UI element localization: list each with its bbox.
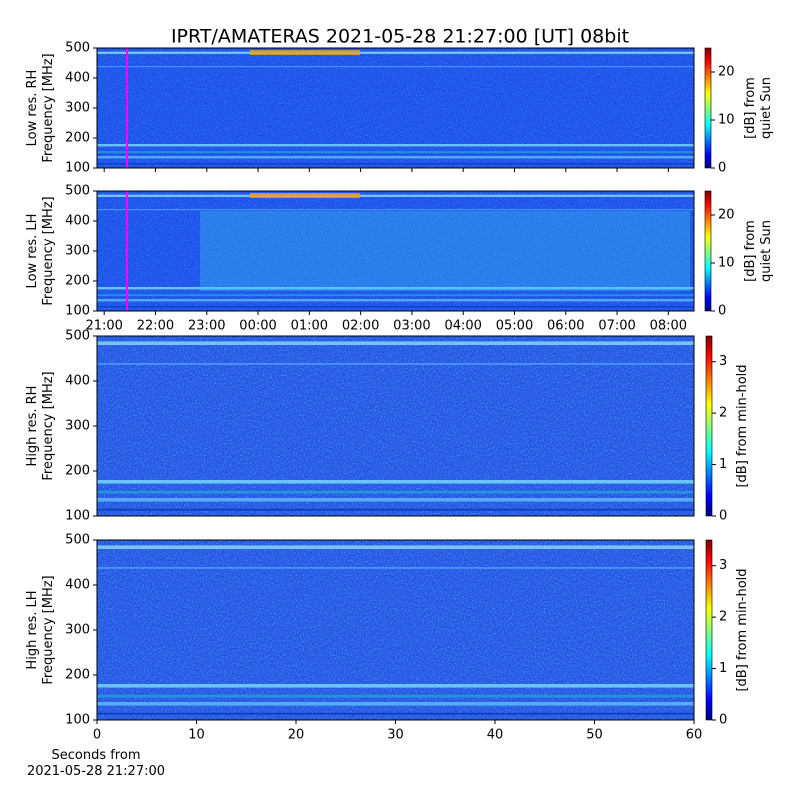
spectrogram-band — [97, 567, 694, 569]
burst — [250, 193, 360, 198]
spectrogram-band — [97, 156, 694, 159]
colorbar — [705, 335, 713, 517]
y-tick-label: 200 — [65, 464, 90, 479]
colorbar-tick-label: 1 — [719, 457, 727, 472]
spectrogram-band — [97, 209, 694, 211]
spectrogram-band — [97, 287, 694, 290]
spectrogram-noise — [97, 191, 694, 311]
x-tick-label: 20 — [288, 728, 305, 743]
burst-region — [200, 211, 690, 291]
x-tick-label: 10 — [188, 728, 205, 743]
colorbar-tick-label: 1 — [719, 661, 727, 676]
spectrogram-band — [97, 341, 694, 345]
burst — [250, 50, 360, 55]
x-tick-label: 50 — [586, 728, 603, 743]
colorbar-tick-label: 2 — [719, 406, 727, 421]
y-tick-label: 200 — [65, 668, 90, 683]
y-tick-label: 100 — [65, 304, 90, 319]
spectrogram-band — [97, 151, 694, 153]
spectrogram-band — [97, 163, 694, 165]
x-tick-label: 07:00 — [598, 319, 635, 334]
y-axis-label: High res. RHFrequency [MHz] — [25, 371, 56, 480]
x-tick-label: 40 — [487, 728, 504, 743]
spectrogram-band — [97, 306, 694, 308]
colorbar-tick-label: 20 — [718, 208, 735, 223]
y-axis-label: Low res. RHFrequency [MHz] — [25, 53, 56, 162]
colorbar-label: [dB] from min-hold — [735, 568, 750, 691]
chart-title: IPRT/AMATERAS 2021-05-28 21:27:00 [UT] 0… — [171, 26, 629, 48]
colorbar — [704, 47, 712, 169]
y-tick-label: 500 — [65, 533, 90, 548]
y-tick-label: 500 — [65, 184, 90, 199]
colorbar-label: [dB] fromquiet Sun — [743, 220, 774, 282]
x-tick-label: 0 — [93, 728, 101, 743]
y-tick-label: 400 — [65, 374, 90, 389]
spectrogram-band — [97, 299, 694, 302]
colorbar-label: [dB] from min-hold — [735, 364, 750, 487]
spectrogram-band — [97, 51, 694, 54]
x-tick-label: 00:00 — [239, 319, 276, 334]
y-tick-label: 400 — [65, 214, 90, 229]
x-tick-label: 04:00 — [444, 319, 481, 334]
colorbar-tick-label: 3 — [719, 558, 727, 573]
y-tick-label: 200 — [65, 274, 90, 289]
spectrogram-band — [97, 498, 694, 502]
x-tick-label: 23:00 — [188, 319, 225, 334]
y-tick-label: 300 — [65, 623, 90, 638]
spectrogram-band — [97, 480, 694, 484]
y-tick-label: 500 — [65, 41, 90, 56]
y-tick-label: 100 — [65, 161, 90, 176]
spectrogram-band — [97, 684, 694, 688]
colorbar-tick-label: 10 — [718, 256, 735, 271]
x-tick-label: 21:00 — [85, 319, 122, 334]
y-axis-label: High res. LHFrequency [MHz] — [25, 575, 56, 684]
y-tick-label: 500 — [65, 329, 90, 344]
y-tick-label: 400 — [65, 71, 90, 86]
x-tick-label: 06:00 — [547, 319, 584, 334]
colorbar-tick-label: 0 — [718, 161, 726, 176]
colorbar — [705, 539, 713, 721]
colorbar-tick-label: 10 — [718, 113, 735, 128]
spectrogram-band — [97, 712, 694, 715]
y-tick-label: 300 — [65, 419, 90, 434]
spectrogram-band — [97, 66, 694, 68]
spectrogram-band — [97, 702, 694, 706]
x-axis-label: Seconds from 2021-05-28 21:27:00 — [27, 748, 165, 779]
spectrogram-noise — [97, 48, 694, 168]
colorbar-tick-label: 2 — [719, 610, 727, 625]
spectrogram-band — [97, 545, 694, 549]
x-tick-label: 08:00 — [650, 319, 687, 334]
spectrogram-band — [97, 508, 694, 511]
y-tick-label: 100 — [65, 509, 90, 524]
colorbar-tick-label: 0 — [719, 713, 727, 728]
x-tick-label: 03:00 — [393, 319, 430, 334]
spectrogram-noise — [97, 336, 694, 516]
spectrogram-band — [97, 194, 694, 197]
colorbar-tick-label: 0 — [719, 509, 727, 524]
spectrogram-band — [97, 490, 694, 494]
y-tick-label: 300 — [65, 101, 90, 116]
x-tick-label: 30 — [387, 728, 404, 743]
y-tick-label: 400 — [65, 578, 90, 593]
spectrogram-band — [97, 294, 694, 296]
x-tick-label: 22:00 — [137, 319, 174, 334]
colorbar — [704, 190, 712, 312]
spectrogram-band — [97, 363, 694, 365]
x-tick-label: 02:00 — [342, 319, 379, 334]
y-tick-label: 300 — [65, 244, 90, 259]
x-tick-label: 01:00 — [291, 319, 328, 334]
colorbar-tick-label: 3 — [719, 354, 727, 369]
y-tick-label: 200 — [65, 131, 90, 146]
y-axis-label: Low res. LHFrequency [MHz] — [25, 196, 56, 305]
x-tick-label: 05:00 — [496, 319, 533, 334]
colorbar-tick-label: 20 — [718, 65, 735, 80]
y-tick-label: 100 — [65, 713, 90, 728]
x-tick-label: 60 — [686, 728, 703, 743]
colorbar-tick-label: 0 — [718, 304, 726, 319]
spectrogram-band — [97, 694, 694, 698]
spectrogram-band — [97, 144, 694, 147]
colorbar-label: [dB] fromquiet Sun — [743, 77, 774, 139]
spectrogram-noise — [97, 540, 694, 720]
